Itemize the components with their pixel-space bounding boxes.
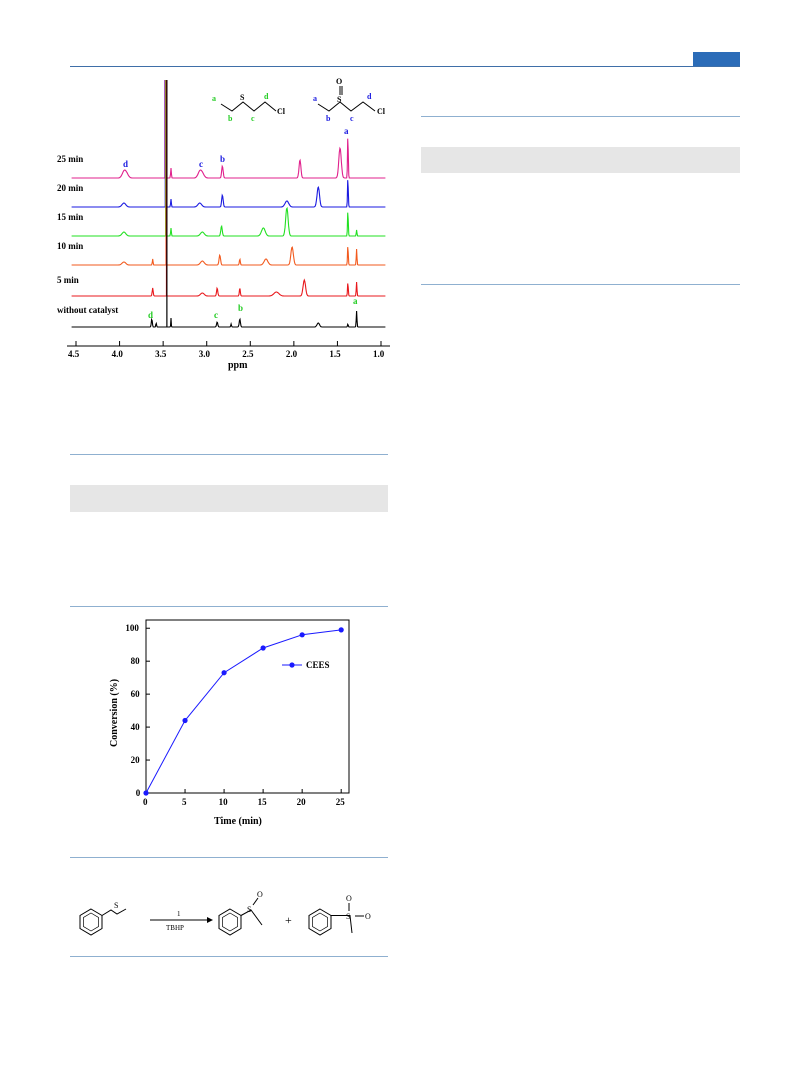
reaction-arrowhead xyxy=(207,917,213,923)
x-tick-label: 20 xyxy=(297,797,307,807)
trace-label-10: 10 min xyxy=(57,241,83,251)
nmr-trace-3 xyxy=(71,246,386,266)
ceeso-label-S: S xyxy=(337,95,342,104)
x-tick-label: 25 xyxy=(336,797,346,807)
y-tick-label: 20 xyxy=(131,755,141,765)
x-tick-label: 0 xyxy=(143,797,148,807)
nmr-trace-4 xyxy=(71,278,386,297)
cees-label-b: b xyxy=(228,114,233,123)
thioanisole: S xyxy=(79,901,127,936)
nmr-tick-label: 4.0 xyxy=(112,349,124,359)
y-tick-label: 60 xyxy=(131,689,141,699)
data-point xyxy=(260,645,266,651)
header-rule xyxy=(70,66,740,67)
table2-header-shade xyxy=(70,485,388,512)
table-top-rule xyxy=(421,116,740,117)
atom-O-1: O xyxy=(257,890,263,899)
trace-label-5: 5 min xyxy=(57,275,79,285)
sulfone: S O O xyxy=(308,894,371,936)
atom-O-3: O xyxy=(365,912,371,921)
ceeso-label-c: c xyxy=(350,114,354,123)
y-tick-label: 40 xyxy=(131,722,141,732)
nmr-tick-label: 1.0 xyxy=(373,349,385,359)
cees-label-S: S xyxy=(240,93,245,102)
chart-frame xyxy=(145,619,350,794)
nmr-tick-label: 1.5 xyxy=(329,349,341,359)
nmr-trace-1 xyxy=(71,180,386,208)
figure2-top-rule xyxy=(70,606,388,607)
nmr-tick-label: 4.5 xyxy=(68,349,80,359)
x-tick-label: 15 xyxy=(258,797,268,807)
data-point xyxy=(221,670,227,676)
x-tick-label: 5 xyxy=(182,797,187,807)
nmr-tick-label: 2.0 xyxy=(286,349,298,359)
peak-label-d-bottom: d xyxy=(148,310,153,320)
nmr-tick-label: 3.0 xyxy=(199,349,211,359)
data-point xyxy=(338,627,344,633)
ceeso-label-d: d xyxy=(367,92,372,101)
atom-S-1: S xyxy=(114,901,118,910)
table2-top-rule xyxy=(70,454,388,455)
cees-label-c: c xyxy=(251,114,255,123)
chart-axes-ticks: 0 5 10 15 20 25 0 20 40 60 80 100 xyxy=(125,623,345,807)
series-line xyxy=(145,629,342,794)
x-tick-label: 10 xyxy=(219,797,229,807)
peak-label-c-top: c xyxy=(199,159,203,169)
header-tab xyxy=(693,52,740,66)
nmr-traces xyxy=(71,80,386,328)
chart-series xyxy=(143,627,344,796)
trace-label-15: 15 min xyxy=(57,212,83,222)
nmr-tick-label: 3.5 xyxy=(155,349,167,359)
data-point xyxy=(143,790,149,796)
nmr-trace-0 xyxy=(71,138,386,179)
peak-label-d-top: d xyxy=(123,159,128,169)
nmr-trace-5 xyxy=(71,310,386,328)
scheme-bottom-rule xyxy=(70,956,388,957)
legend-marker xyxy=(289,662,295,668)
arrow-label-bottom: TBHP xyxy=(166,924,184,932)
peak-label-b-top: b xyxy=(220,154,225,164)
chart-xlabel: Time (min) xyxy=(214,816,262,827)
y-tick-label: 80 xyxy=(131,656,141,666)
arrow-label-top: 1 xyxy=(177,910,181,918)
y-tick-label: 100 xyxy=(125,623,139,633)
peak-label-a-top: a xyxy=(344,126,349,136)
ceeso-label-Cl: Cl xyxy=(377,107,386,116)
plus-sign: + xyxy=(285,913,292,927)
ceeso-label-b: b xyxy=(326,114,331,123)
cees-label-a: a xyxy=(212,94,216,103)
ceeso-label-O: O xyxy=(336,77,342,86)
nmr-xlabel: ppm xyxy=(228,360,248,371)
nmr-tick-label: 2.5 xyxy=(242,349,254,359)
ceeso-label-a: a xyxy=(313,94,317,103)
table-header-shade xyxy=(421,147,740,173)
ceeso-structure: O S a b c d Cl xyxy=(313,77,386,123)
cees-structure: a b S c d Cl xyxy=(212,92,286,123)
y-tick-label: 0 xyxy=(136,788,141,798)
cees-label-Cl: Cl xyxy=(277,107,286,116)
table-bottom-rule xyxy=(421,284,740,285)
trace-label-25: 25 min xyxy=(57,154,83,164)
legend-label: CEES xyxy=(306,660,330,670)
scheme-top-rule xyxy=(70,857,388,858)
sulfoxide: S O xyxy=(218,890,263,936)
chart-ylabel: Conversion (%) xyxy=(109,679,120,747)
peak-label-b-bottom: b xyxy=(238,303,243,313)
data-point xyxy=(182,717,188,724)
cees-label-d: d xyxy=(264,92,269,101)
data-point xyxy=(299,632,305,638)
peak-label-c-bottom: c xyxy=(214,310,218,320)
nmr-ticks: 4.5 4.0 3.5 3.0 2.5 2.0 1.5 1.0 xyxy=(68,341,385,359)
peak-label-a-bottom: a xyxy=(353,296,358,306)
atom-S-2: S xyxy=(247,905,251,914)
trace-label-20: 20 min xyxy=(57,183,83,193)
nmr-trace-2 xyxy=(71,206,386,237)
atom-O-2: O xyxy=(346,894,352,903)
atom-S-3: S xyxy=(346,912,350,921)
trace-label-without-catalyst: without catalyst xyxy=(57,305,118,315)
